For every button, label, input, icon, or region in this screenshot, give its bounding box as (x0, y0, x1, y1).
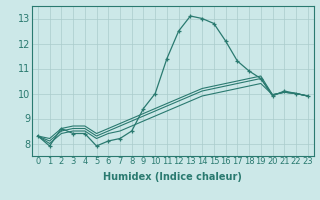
X-axis label: Humidex (Indice chaleur): Humidex (Indice chaleur) (103, 172, 242, 182)
